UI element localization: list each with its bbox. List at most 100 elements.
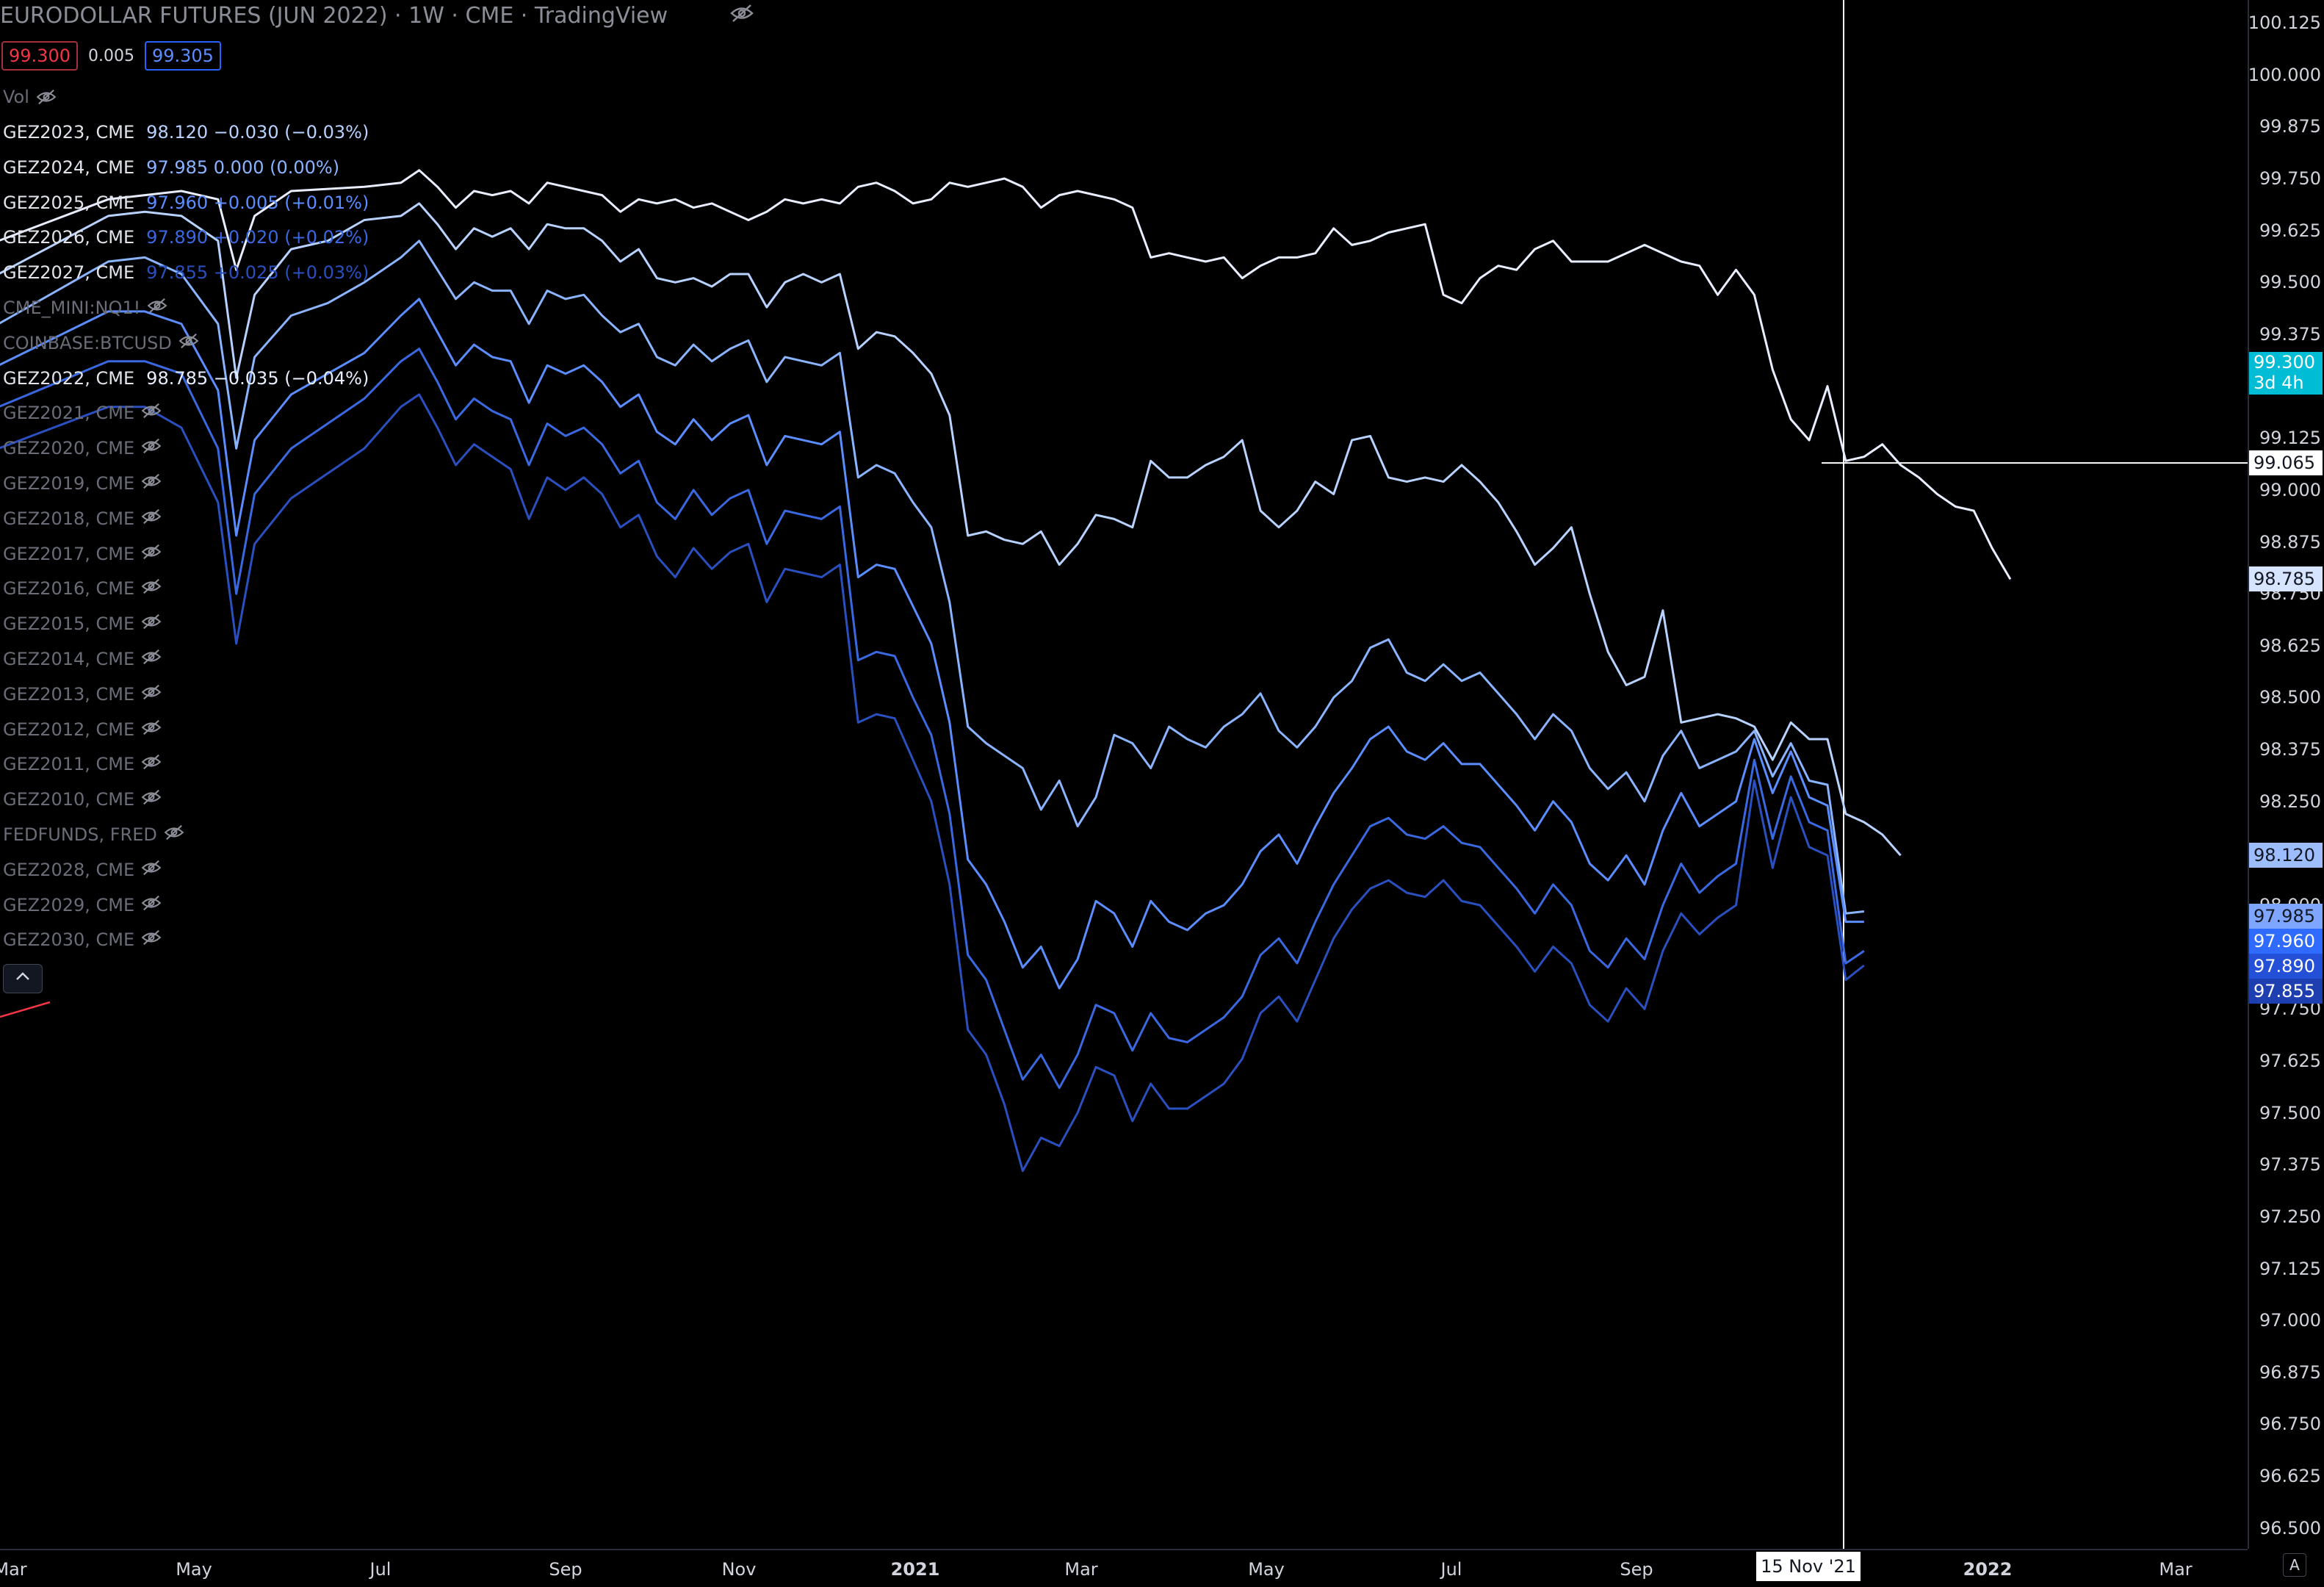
price-axis[interactable]: 100.125 100.000 99.875 99.750 99.625 99.500 99… (2248, 0, 2324, 1549)
legend-series-name: GEZ2020, CME (3, 438, 135, 459)
eye-hidden-icon[interactable] (140, 473, 162, 494)
series-line-gez2026[interactable] (0, 348, 1865, 1090)
eye-hidden-icon[interactable] (140, 544, 162, 564)
sell-price-box[interactable]: 99.300 (1, 41, 78, 71)
series-line-gez2025[interactable] (0, 298, 1864, 990)
legend-series-name: CME_MINI:NQ1! (3, 298, 141, 318)
legend-series-value: 97.960 +0.005 (+0.01%) (146, 192, 369, 213)
time-tick-label: May (1248, 1559, 1285, 1580)
legend-series-name: GEZ2013, CME (3, 683, 135, 705)
drawing-line-segment[interactable] (0, 1001, 51, 1018)
eye-hidden-icon[interactable] (140, 649, 162, 669)
legend-series-name: GEZ2023, CME (3, 122, 135, 143)
eye-hidden-icon[interactable] (146, 298, 168, 318)
eye-hidden-icon[interactable] (140, 719, 162, 740)
price-tick-label: 99.375 (2259, 323, 2321, 345)
eye-hidden-icon[interactable] (140, 403, 162, 423)
legend-series-name: GEZ2016, CME (3, 578, 135, 600)
legend-item[interactable]: GEZ2017, CME (3, 544, 162, 564)
time-tick-label: 2022 (1963, 1559, 2013, 1580)
eye-hidden-icon[interactable] (140, 508, 162, 529)
eye-hidden-icon[interactable] (140, 929, 162, 950)
legend-item[interactable]: GEZ2021, CME (3, 403, 162, 423)
legend-item[interactable]: GEZ2030, CME (3, 929, 162, 950)
legend-item[interactable]: CME_MINI:NQ1! (3, 298, 168, 318)
eye-hidden-icon[interactable] (140, 789, 162, 810)
eye-hidden-icon[interactable] (163, 824, 185, 845)
legend-item[interactable]: GEZ2013, CME (3, 684, 162, 705)
auto-scale-button[interactable]: A (2283, 1553, 2306, 1577)
legend-item[interactable]: FEDFUNDS, FRED (3, 824, 185, 845)
legend-series-name: GEZ2029, CME (3, 894, 135, 915)
eye-hidden-icon[interactable] (140, 684, 162, 705)
legend-item[interactable]: GEZ2014, CME (3, 649, 162, 669)
eye-hidden-icon[interactable] (140, 578, 162, 599)
legend-item[interactable]: GEZ2020, CME (3, 438, 162, 458)
legend-series-name: GEZ2026, CME (3, 227, 135, 248)
eye-hidden-icon[interactable] (140, 438, 162, 458)
collapse-legend-button[interactable] (3, 964, 43, 993)
price-tick-label: 99.750 (2259, 168, 2321, 189)
legend-series-name: GEZ2017, CME (3, 543, 135, 564)
time-axis[interactable]: Mar May Jul Sep Nov 2021 Mar May Jul Sep 2022 Mar (0, 1549, 2248, 1587)
series-line-gez2027[interactable] (0, 393, 1865, 1173)
price-tick-label: 99.500 (2259, 272, 2321, 293)
legend-series-name: GEZ2027, CME (3, 262, 135, 284)
volume-legend[interactable]: Vol (3, 87, 57, 107)
price-tick-label: 99.125 (2259, 428, 2321, 449)
buy-price-box[interactable]: 99.305 (144, 41, 221, 71)
title-text: EURODOLLAR FUTURES (JUN 2022) · 1W · CME… (0, 3, 668, 29)
legend-item[interactable]: COINBASE:BTCUSD (3, 333, 200, 353)
chart-plot-area[interactable] (0, 0, 2248, 1549)
spread-value: 0.005 (87, 46, 134, 65)
time-tick-label: Mar (0, 1559, 27, 1580)
time-tick-label: 2021 (890, 1559, 940, 1580)
legend-item[interactable]: GEZ2025, CME 97.960 +0.005 (+0.01%) (3, 192, 369, 213)
legend-item[interactable]: GEZ2011, CME (3, 754, 162, 774)
legend-series-value: 97.890 +0.020 (+0.02%) (146, 227, 369, 248)
price-tag-98.785: 98.785 (2249, 566, 2323, 592)
legend-item[interactable]: GEZ2029, CME (3, 895, 162, 915)
legend-item[interactable]: GEZ2026, CME 97.890 +0.020 (+0.02%) (3, 227, 369, 248)
price-tag-99.300: 99.300 3d 4h (2249, 352, 2323, 395)
eye-hidden-icon[interactable] (140, 860, 162, 880)
legend-item[interactable]: GEZ2028, CME (3, 860, 162, 880)
eye-hidden-icon[interactable] (140, 754, 162, 774)
price-tick-label: 99.000 (2259, 479, 2321, 500)
legend-item[interactable]: GEZ2012, CME (3, 719, 162, 740)
legend-item[interactable]: GEZ2019, CME (3, 473, 162, 494)
price-tick-label: 97.250 (2259, 1206, 2321, 1227)
price-tick-label: 98.625 (2259, 635, 2321, 656)
legend-item[interactable]: GEZ2018, CME (3, 508, 162, 529)
legend-item[interactable]: GEZ2024, CME 97.985 0.000 (0.00%) (3, 157, 339, 178)
legend-item[interactable]: GEZ2016, CME (3, 578, 162, 599)
legend-series-name: GEZ2030, CME (3, 929, 135, 951)
eye-hidden-icon[interactable] (35, 89, 57, 105)
price-tick-label: 96.875 (2259, 1361, 2321, 1383)
price-tick-label: 99.625 (2259, 220, 2321, 241)
legend-item[interactable]: GEZ2010, CME (3, 789, 162, 810)
bid-ask-row: 99.300 0.005 99.305 (1, 41, 221, 71)
eye-hidden-icon[interactable] (729, 3, 754, 29)
series-line-gez2023[interactable] (0, 202, 1902, 857)
legend-item[interactable]: GEZ2023, CME 98.120 −0.030 (−0.03%) (3, 122, 369, 143)
time-tick-label: Mar (1064, 1559, 1098, 1580)
price-tick-label: 100.000 (2248, 64, 2321, 85)
eye-hidden-icon[interactable] (178, 333, 200, 353)
legend-series-name: GEZ2015, CME (3, 613, 135, 635)
legend-series-name: GEZ2012, CME (3, 719, 135, 740)
price-chart[interactable] (0, 0, 2248, 1549)
legend-series-name: FEDFUNDS, FRED (3, 824, 157, 845)
price-tick-label: 97.625 (2259, 1050, 2321, 1071)
eye-hidden-icon[interactable] (140, 895, 162, 915)
price-tick-label: 99.875 (2259, 116, 2321, 137)
series-line-gez2022[interactable] (0, 169, 2012, 580)
legend-series-name: GEZ2028, CME (3, 859, 135, 880)
price-tag-97.855: 97.855 (2249, 979, 2323, 1004)
chart-title: EURODOLLAR FUTURES (JUN 2022) · 1W · CME… (0, 3, 754, 29)
legend-item[interactable]: GEZ2015, CME (3, 613, 162, 634)
series-line-gez2024[interactable] (0, 240, 1864, 915)
legend-item[interactable]: GEZ2022, CME 98.785 −0.035 (−0.04%) (3, 368, 369, 389)
legend-item[interactable]: GEZ2027, CME 97.855 +0.025 (+0.03%) (3, 262, 369, 283)
eye-hidden-icon[interactable] (140, 613, 162, 634)
